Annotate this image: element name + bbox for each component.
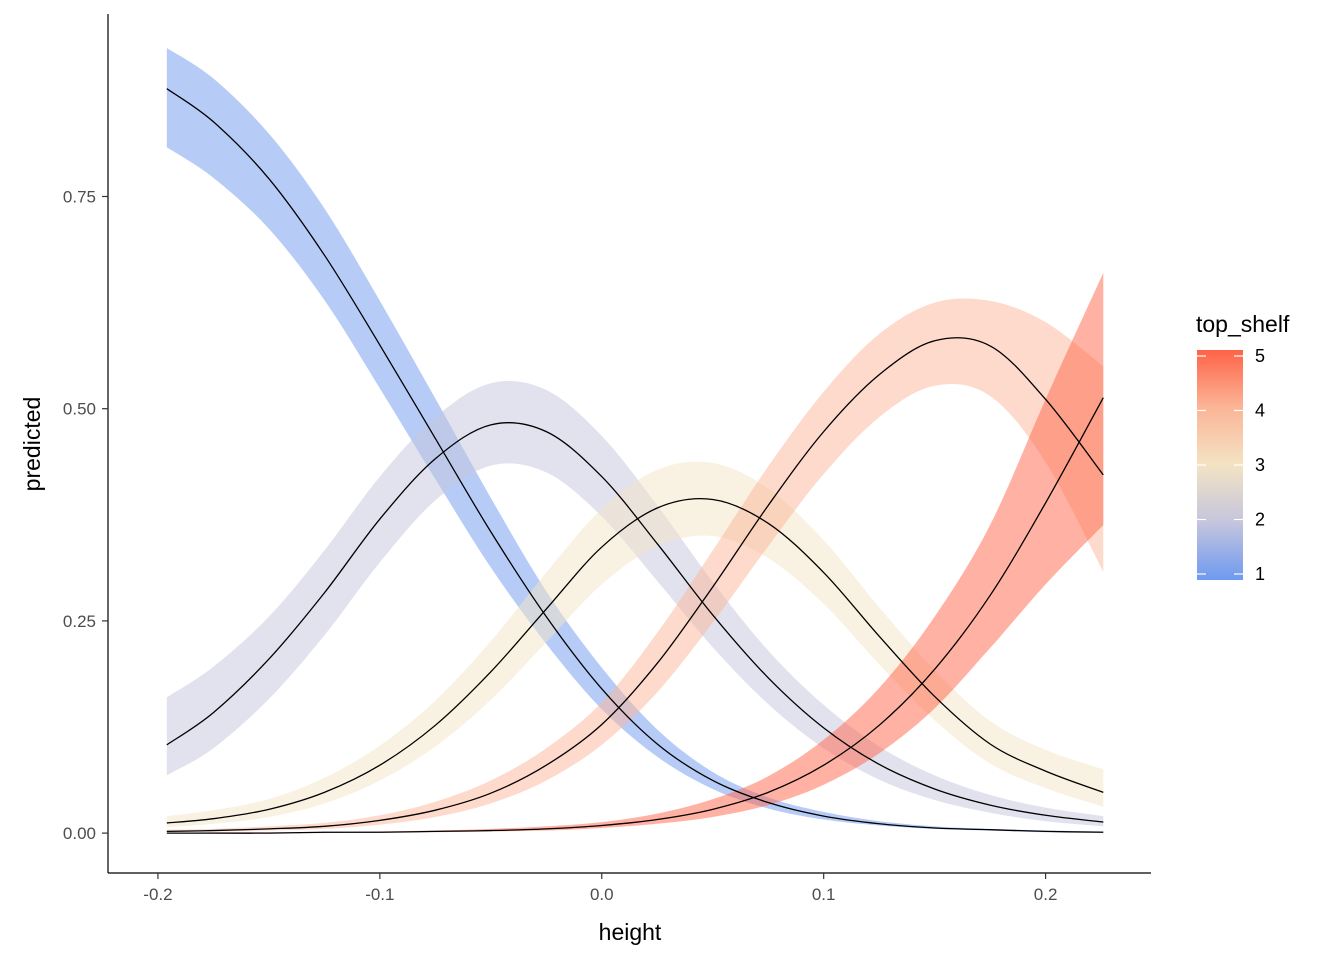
confidence-band-4 — [166, 298, 1104, 833]
legend-label: 1 — [1255, 564, 1265, 584]
legend: top_shelf 1 2 3 4 5 — [1196, 311, 1290, 584]
x-tick-label: -0.2 — [143, 885, 172, 904]
confidence-band-2 — [166, 381, 1104, 827]
confidence-band-3 — [166, 461, 1104, 828]
legend-title: top_shelf — [1196, 311, 1290, 337]
legend-ticks: 1 2 3 4 5 — [1197, 346, 1265, 584]
x-axis-title: height — [599, 919, 662, 945]
legend-label: 3 — [1255, 455, 1265, 475]
legend-label: 2 — [1255, 510, 1265, 530]
prediction-line-4 — [166, 337, 1104, 833]
y-axis-ticks: 0.00 0.25 0.50 0.75 — [63, 187, 108, 843]
x-tick-label: 0.2 — [1034, 885, 1058, 904]
y-tick-label: 0.00 — [63, 824, 96, 843]
prediction-line-5 — [166, 397, 1104, 834]
prediction-lines — [166, 88, 1104, 834]
confidence-band-1 — [166, 47, 1104, 833]
legend-label: 5 — [1255, 346, 1265, 366]
y-tick-label: 0.75 — [63, 187, 96, 206]
confidence-bands — [166, 47, 1104, 834]
legend-label: 4 — [1255, 401, 1265, 421]
x-tick-label: -0.1 — [365, 885, 394, 904]
y-axis-title: predicted — [19, 397, 45, 492]
prediction-line-3 — [166, 498, 1104, 824]
y-tick-label: 0.50 — [63, 400, 96, 419]
x-tick-label: 0.1 — [812, 885, 836, 904]
x-axis-ticks: -0.2 -0.1 0.0 0.1 0.2 — [143, 873, 1057, 904]
prediction-line-2 — [166, 422, 1104, 823]
x-tick-label: 0.0 — [590, 885, 614, 904]
prediction-line-1 — [166, 88, 1104, 833]
y-tick-label: 0.25 — [63, 612, 96, 631]
